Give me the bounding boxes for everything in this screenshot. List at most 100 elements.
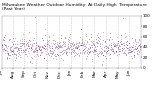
Point [82, 49, 84, 50]
Point [8, 40, 11, 41]
Point [86, 42, 89, 43]
Point [38, 48, 41, 49]
Point [46, 48, 49, 50]
Point [53, 40, 56, 41]
Point [88, 51, 91, 53]
Point [41, 37, 43, 39]
Point [79, 45, 81, 46]
Point [71, 44, 74, 46]
Point [38, 55, 41, 56]
Point [78, 55, 81, 56]
Point [35, 54, 38, 56]
Point [53, 54, 56, 55]
Point [89, 51, 92, 52]
Point [2, 51, 4, 52]
Point [40, 53, 42, 54]
Point [17, 49, 19, 50]
Point [137, 52, 140, 53]
Point [93, 46, 96, 48]
Point [50, 52, 52, 54]
Point [43, 28, 46, 29]
Point [68, 42, 71, 43]
Point [87, 51, 90, 52]
Point [11, 42, 14, 43]
Point [84, 45, 86, 46]
Point [61, 59, 64, 60]
Point [67, 46, 69, 47]
Point [130, 50, 133, 52]
Point [9, 52, 12, 53]
Point [80, 45, 82, 46]
Point [20, 51, 23, 52]
Point [83, 52, 85, 53]
Point [75, 42, 78, 44]
Point [88, 44, 90, 45]
Point [104, 52, 107, 53]
Point [132, 50, 134, 51]
Point [41, 52, 44, 53]
Point [99, 36, 102, 37]
Point [7, 46, 9, 47]
Point [21, 41, 24, 42]
Point [19, 39, 21, 41]
Point [66, 48, 68, 50]
Point [110, 49, 113, 51]
Point [106, 46, 108, 48]
Point [37, 46, 40, 47]
Point [134, 38, 137, 39]
Point [132, 46, 134, 48]
Point [72, 55, 75, 57]
Point [71, 42, 73, 44]
Point [39, 45, 42, 46]
Point [74, 47, 77, 49]
Point [48, 45, 51, 47]
Point [4, 45, 7, 46]
Point [86, 52, 88, 54]
Point [71, 44, 73, 45]
Point [116, 43, 118, 45]
Point [103, 50, 105, 52]
Point [36, 55, 39, 56]
Point [40, 45, 43, 47]
Point [16, 40, 18, 41]
Point [125, 40, 128, 42]
Point [55, 45, 57, 47]
Point [100, 48, 102, 49]
Point [63, 50, 65, 51]
Point [18, 42, 21, 43]
Point [52, 42, 55, 44]
Point [11, 50, 13, 51]
Point [52, 51, 55, 53]
Point [100, 64, 103, 65]
Point [106, 50, 108, 52]
Point [127, 51, 130, 52]
Point [99, 43, 102, 45]
Point [5, 44, 8, 46]
Point [108, 54, 111, 55]
Point [97, 55, 100, 57]
Point [12, 47, 15, 49]
Point [43, 44, 45, 45]
Point [4, 44, 6, 46]
Point [128, 46, 131, 48]
Point [14, 56, 17, 58]
Point [98, 51, 101, 52]
Point [19, 48, 22, 49]
Point [47, 55, 50, 56]
Point [55, 46, 58, 47]
Point [73, 50, 75, 51]
Point [48, 36, 51, 37]
Point [62, 41, 65, 43]
Point [30, 58, 33, 59]
Point [4, 50, 7, 51]
Point [129, 45, 132, 47]
Point [57, 46, 60, 47]
Point [14, 54, 16, 55]
Point [136, 54, 139, 55]
Point [52, 34, 54, 36]
Point [62, 49, 64, 50]
Point [53, 55, 56, 57]
Point [15, 47, 18, 49]
Point [46, 54, 49, 55]
Point [105, 52, 107, 54]
